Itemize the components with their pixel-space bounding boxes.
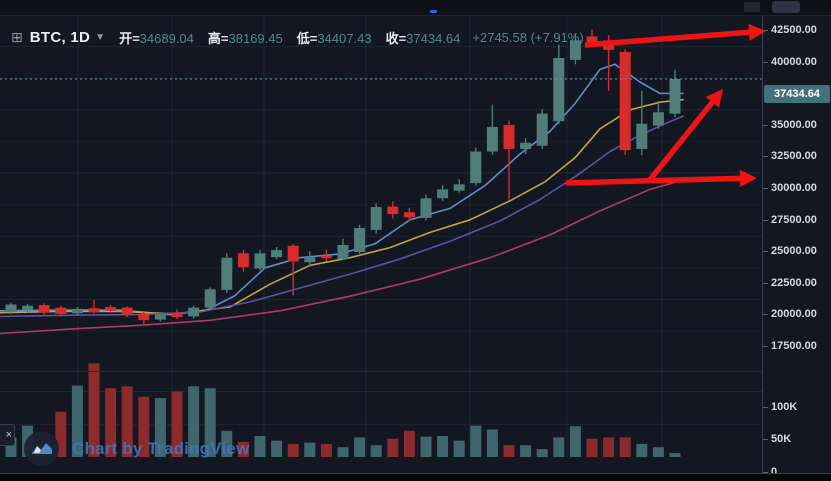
toolbar-blue-indicator [430,10,437,13]
price-tick: 20000.00 [763,307,817,321]
symbol-legend: ⊞ BTC, 1D ▼ 开=34689.04 高=38169.45 低=3440… [11,26,584,48]
bottom-border [0,473,831,474]
price-tick: 22500.00 [763,276,817,290]
watchlist-grid-icon[interactable]: ⊞ [11,28,23,45]
change-value: +2745.58 (+7.91%) [472,29,584,45]
open-value: 34689.04 [139,30,194,46]
low-label: 低= [296,30,318,46]
toolbar-icon[interactable] [772,1,800,13]
chevron-down-icon[interactable]: ▼ [95,31,106,43]
candlestick-chart[interactable] [0,0,762,474]
ohlc-close: 收=37434.64 [386,28,461,47]
last-price-label: 37434.64 [764,85,830,103]
price-tick: 40000.00 [763,55,817,69]
price-tick: 35000.00 [763,118,817,132]
watermark-text: Chart by TradingView [72,438,250,458]
price-tick: 27500.00 [763,213,817,227]
toolbar-strip [0,0,831,16]
ohlc-open: 开=34689.04 [119,28,194,47]
high-value: 38169.45 [228,30,283,46]
close-label: 收= [385,30,407,46]
price-tick: 42500.00 [763,23,817,37]
price-tick: 32500.00 [763,149,817,163]
volume-tick: 0 [763,465,777,479]
ohlc-high: 高=38169.45 [208,28,283,47]
low-value: 34407.43 [317,30,372,46]
price-tick: 30000.00 [763,181,817,195]
ohlc-low: 低=34407.43 [297,28,372,47]
open-label: 开= [119,30,140,46]
tradingview-watermark[interactable]: Chart by TradingView [24,431,250,466]
tradingview-logo-icon [24,431,59,466]
close-button[interactable]: × [0,424,15,446]
pane-separator[interactable] [0,371,831,372]
symbol-interval-label[interactable]: BTC, 1D [29,28,91,46]
volume-tick: 100K [763,400,797,414]
volume-tick: 50K [763,432,791,446]
price-axis[interactable]: 42500.00 40000.00 35000.00 32500.00 30000.00… [762,15,831,478]
price-tick: 25000.00 [763,244,817,258]
price-tick: 17500.00 [763,339,817,353]
high-label: 高= [207,30,229,46]
toolbar-icon[interactable] [744,2,760,12]
chart-area[interactable] [0,0,762,481]
bottom-black-strip [0,474,831,481]
close-value: 37434.64 [406,30,461,46]
